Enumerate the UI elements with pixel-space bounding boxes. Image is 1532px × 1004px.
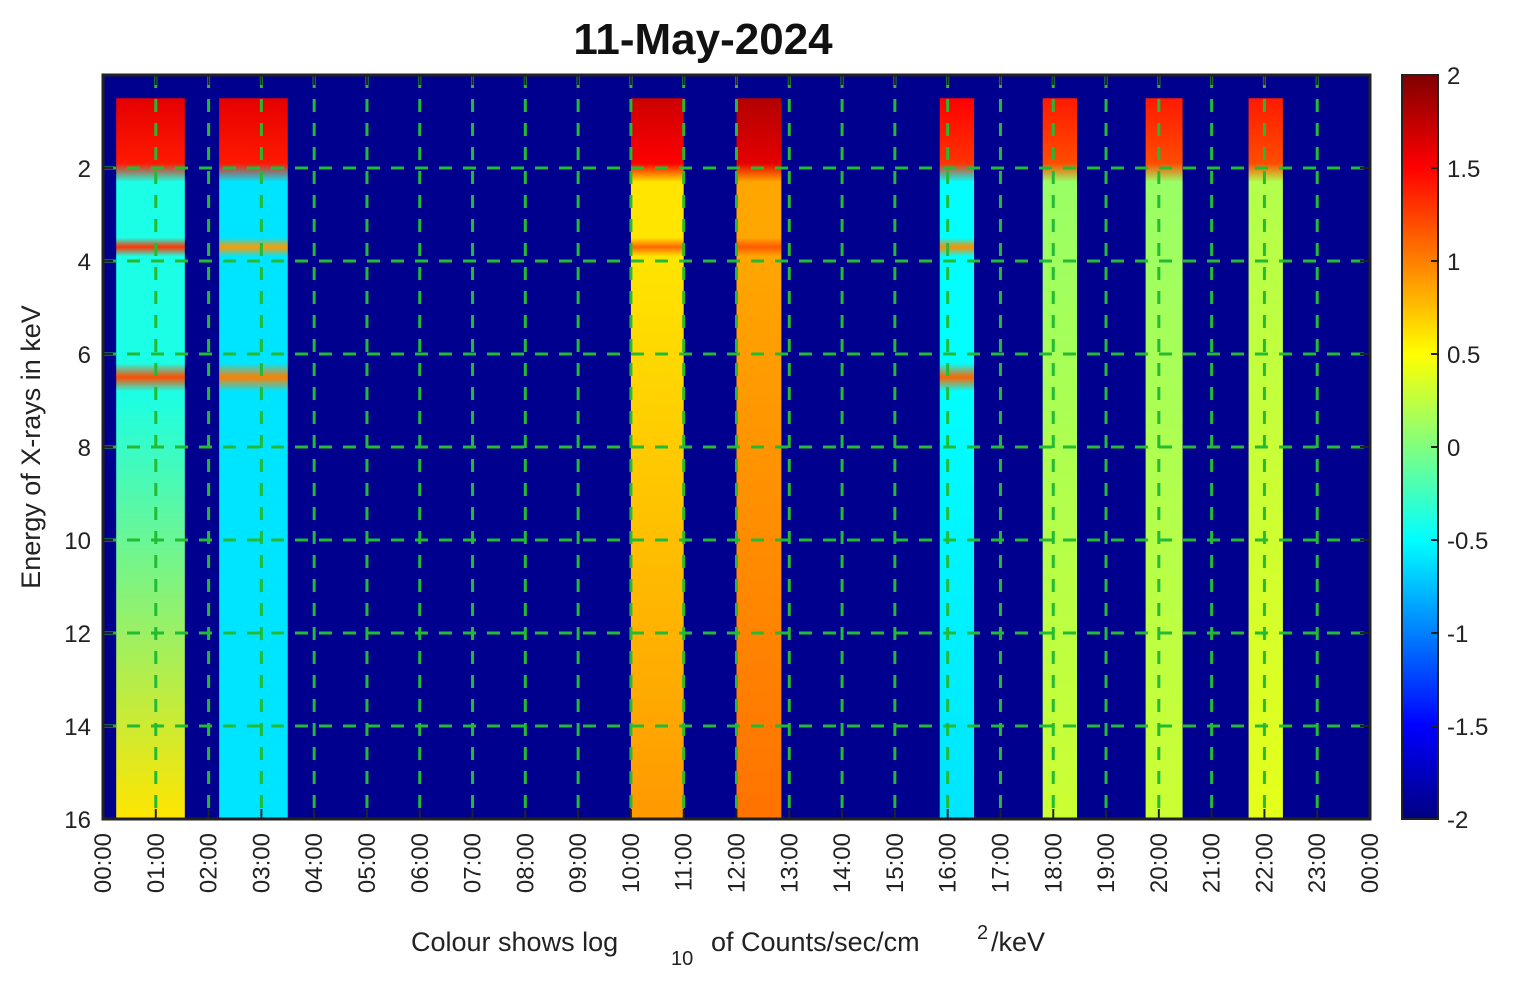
x-tick-label: 02:00 (196, 833, 223, 893)
y-tick-label: 8 (78, 435, 91, 462)
x-tick-label: 05:00 (354, 833, 381, 893)
colorbar-tick-label: 2 (1447, 63, 1460, 90)
observation-window-6 (1042, 98, 1078, 819)
x-tick-label: 15:00 (882, 833, 909, 893)
x-tick-label: 21:00 (1199, 833, 1226, 893)
observation-window-2 (219, 98, 288, 819)
y-tick-label: 14 (64, 714, 91, 741)
x-tick-label: 14:00 (829, 833, 856, 893)
x-tick-label: 03:00 (248, 833, 275, 893)
observation-window-8 (1248, 98, 1283, 819)
x-axis-label-sup: 2 (977, 922, 988, 944)
colorbar-tick-label: 0 (1447, 435, 1460, 462)
x-tick-label: 20:00 (1146, 833, 1173, 893)
colorbar-tick-label: 1.5 (1447, 156, 1480, 183)
colorbar-tick-label: -0.5 (1447, 528, 1488, 555)
colorbar-tick-label: -2 (1447, 807, 1468, 834)
x-tick-label: 23:00 (1304, 833, 1331, 893)
x-tick-label: 00:00 (1357, 833, 1384, 893)
chart-title: 11-May-2024 (573, 15, 833, 64)
x-tick-label: 13:00 (776, 833, 803, 893)
x-tick-label: 01:00 (143, 833, 170, 893)
x-axis-label-post: /keV (991, 927, 1045, 957)
observation-window-4 (736, 98, 782, 819)
x-axis-label-pre: Colour shows log (411, 927, 618, 957)
x-axis-label: Colour shows log 10 of Counts/sec/cm 2 /… (411, 915, 1045, 971)
y-tick-label: 16 (64, 807, 91, 834)
x-tick-label: 22:00 (1251, 833, 1278, 893)
x-tick-label: 07:00 (460, 833, 487, 893)
x-tick-label: 08:00 (512, 833, 539, 893)
observation-window-1 (116, 98, 185, 819)
observation-window-5 (939, 98, 975, 819)
x-tick-label: 12:00 (724, 833, 751, 893)
y-tick-label: 12 (64, 621, 91, 648)
x-axis-label-mid: of Counts/sec/cm (711, 927, 920, 957)
x-tick-label: 04:00 (301, 833, 328, 893)
x-tick-label: 17:00 (987, 833, 1014, 893)
y-tick-label: 4 (78, 249, 91, 276)
observation-window-7 (1145, 98, 1183, 819)
colorbar-tick-label: 1 (1447, 249, 1460, 276)
y-axis-label: Energy of X-rays in keV (16, 305, 46, 589)
colorbar-tick-label: 0.5 (1447, 342, 1480, 369)
colorbar-tick-label: -1 (1447, 621, 1468, 648)
x-tick-label: 16:00 (935, 833, 962, 893)
x-tick-label: 00:00 (90, 833, 117, 893)
x-tick-label: 09:00 (565, 833, 592, 893)
x-tick-label: 11:00 (671, 833, 698, 891)
x-tick-label: 10:00 (618, 833, 645, 893)
y-tick-label: 6 (78, 342, 91, 369)
x-tick-label: 19:00 (1093, 833, 1120, 893)
colorbar-tick-label: -1.5 (1447, 714, 1488, 741)
x-axis-label-sub: 10 (671, 948, 693, 970)
x-tick-label: 18:00 (1040, 833, 1067, 893)
y-tick-label: 10 (64, 528, 91, 555)
observation-window-3 (630, 98, 684, 819)
y-tick-label: 2 (78, 156, 91, 183)
x-tick-label: 06:00 (407, 833, 434, 893)
